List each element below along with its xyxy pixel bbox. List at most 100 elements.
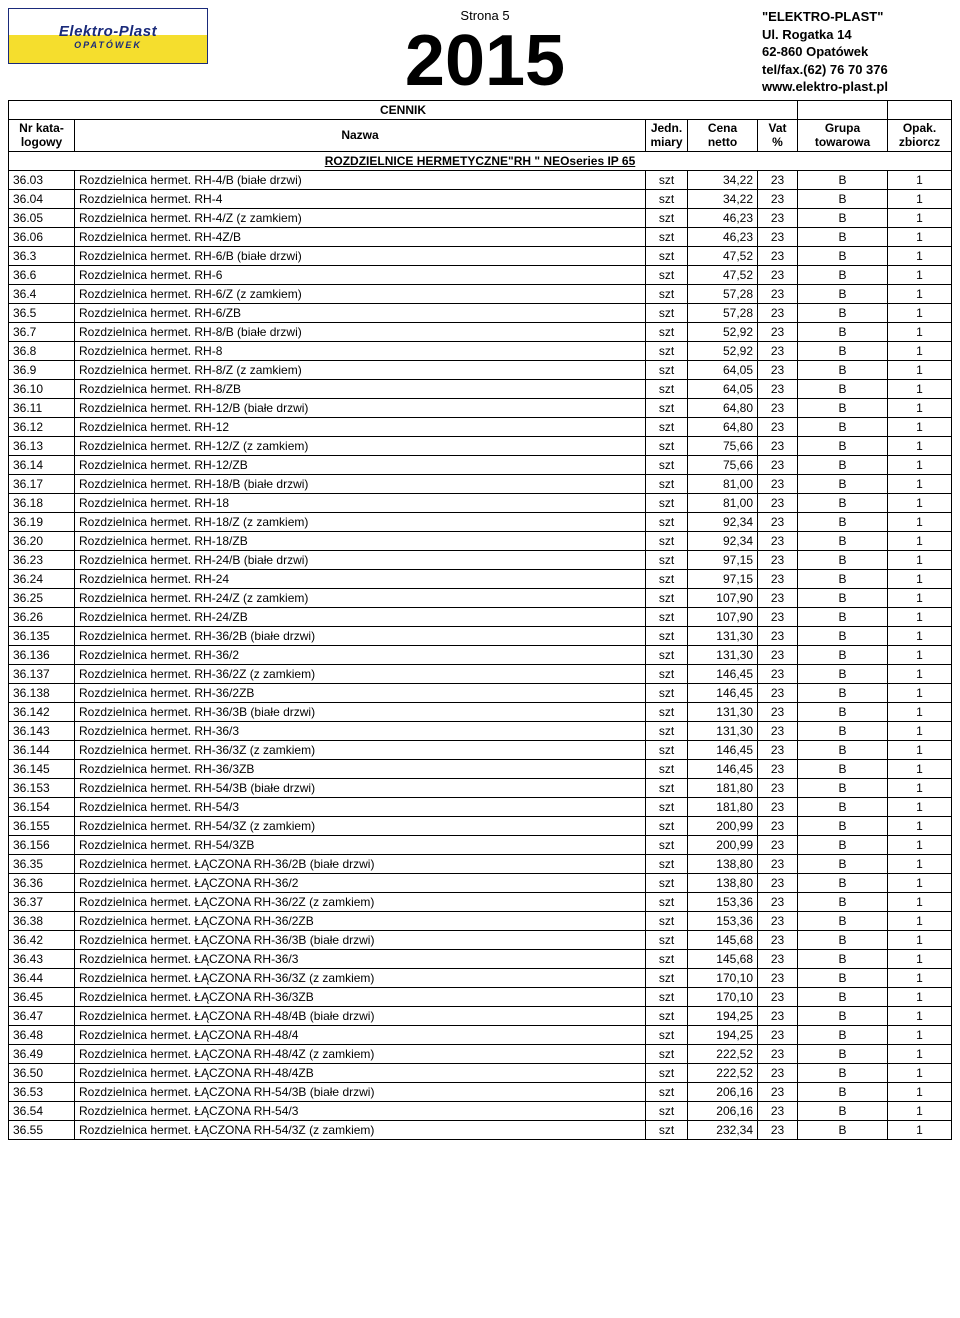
cell-vat: 23 bbox=[758, 380, 798, 399]
cell-vat: 23 bbox=[758, 874, 798, 893]
cell-unit: szt bbox=[646, 912, 688, 931]
cell-group: B bbox=[798, 1121, 888, 1140]
cell-unit: szt bbox=[646, 589, 688, 608]
cell-pack: 1 bbox=[888, 703, 952, 722]
cell-price: 47,52 bbox=[688, 247, 758, 266]
year-heading: 2015 bbox=[208, 29, 762, 94]
company-city: 62-860 Opatówek bbox=[762, 43, 952, 61]
cell-price: 145,68 bbox=[688, 931, 758, 950]
table-row: 36.12Rozdzielnica hermet. RH-12szt64,802… bbox=[9, 418, 952, 437]
cell-name: Rozdzielnica hermet. RH-6/Z (z zamkiem) bbox=[75, 285, 646, 304]
cell-name: Rozdzielnica hermet. RH-36/2ZB bbox=[75, 684, 646, 703]
table-row: 36.43Rozdzielnica hermet. ŁĄCZONA RH-36/… bbox=[9, 950, 952, 969]
cell-kat: 36.54 bbox=[9, 1102, 75, 1121]
cell-vat: 23 bbox=[758, 608, 798, 627]
table-row: 36.44Rozdzielnica hermet. ŁĄCZONA RH-36/… bbox=[9, 969, 952, 988]
table-row: 36.10Rozdzielnica hermet. RH-8/ZBszt64,0… bbox=[9, 380, 952, 399]
cell-pack: 1 bbox=[888, 190, 952, 209]
cell-kat: 36.37 bbox=[9, 893, 75, 912]
table-row: 36.143Rozdzielnica hermet. RH-36/3szt131… bbox=[9, 722, 952, 741]
table-row: 36.37Rozdzielnica hermet. ŁĄCZONA RH-36/… bbox=[9, 893, 952, 912]
company-phone: tel/fax.(62) 76 70 376 bbox=[762, 61, 952, 79]
cell-name: Rozdzielnica hermet. ŁĄCZONA RH-36/3B (b… bbox=[75, 931, 646, 950]
cell-pack: 1 bbox=[888, 323, 952, 342]
cell-vat: 23 bbox=[758, 760, 798, 779]
cell-price: 57,28 bbox=[688, 285, 758, 304]
cell-pack: 1 bbox=[888, 513, 952, 532]
cell-unit: szt bbox=[646, 969, 688, 988]
cell-vat: 23 bbox=[758, 342, 798, 361]
cell-unit: szt bbox=[646, 608, 688, 627]
cell-price: 146,45 bbox=[688, 760, 758, 779]
cell-vat: 23 bbox=[758, 855, 798, 874]
cell-vat: 23 bbox=[758, 741, 798, 760]
col-header-pack: Opak. zbiorcz bbox=[888, 119, 952, 152]
cell-kat: 36.11 bbox=[9, 399, 75, 418]
cell-name: Rozdzielnica hermet. ŁĄCZONA RH-48/4ZB bbox=[75, 1064, 646, 1083]
cell-unit: szt bbox=[646, 1026, 688, 1045]
cell-unit: szt bbox=[646, 703, 688, 722]
logo-sub: OPATÓWEK bbox=[74, 40, 142, 50]
cell-group: B bbox=[798, 209, 888, 228]
cell-unit: szt bbox=[646, 570, 688, 589]
cell-pack: 1 bbox=[888, 418, 952, 437]
table-row: 36.156Rozdzielnica hermet. RH-54/3ZBszt2… bbox=[9, 836, 952, 855]
cell-name: Rozdzielnica hermet. RH-12/Z (z zamkiem) bbox=[75, 437, 646, 456]
cell-name: Rozdzielnica hermet. RH-54/3Z (z zamkiem… bbox=[75, 817, 646, 836]
cell-group: B bbox=[798, 1026, 888, 1045]
table-row: 36.13Rozdzielnica hermet. RH-12/Z (z zam… bbox=[9, 437, 952, 456]
cell-price: 75,66 bbox=[688, 437, 758, 456]
cell-name: Rozdzielnica hermet. RH-54/3ZB bbox=[75, 836, 646, 855]
cell-kat: 36.38 bbox=[9, 912, 75, 931]
cell-price: 222,52 bbox=[688, 1045, 758, 1064]
cell-pack: 1 bbox=[888, 209, 952, 228]
cell-group: B bbox=[798, 342, 888, 361]
cell-pack: 1 bbox=[888, 532, 952, 551]
cell-vat: 23 bbox=[758, 969, 798, 988]
cell-unit: szt bbox=[646, 684, 688, 703]
cell-name: Rozdzielnica hermet. RH-18 bbox=[75, 494, 646, 513]
cell-name: Rozdzielnica hermet. RH-4/Z (z zamkiem) bbox=[75, 209, 646, 228]
cell-name: Rozdzielnica hermet. ŁĄCZONA RH-36/3Z (z… bbox=[75, 969, 646, 988]
cell-unit: szt bbox=[646, 513, 688, 532]
price-table: CENNIK Nr kata- logowy Nazwa Jedn. miary… bbox=[8, 100, 952, 1141]
cell-vat: 23 bbox=[758, 798, 798, 817]
cell-group: B bbox=[798, 494, 888, 513]
cell-unit: szt bbox=[646, 285, 688, 304]
cell-kat: 36.50 bbox=[9, 1064, 75, 1083]
table-row: 36.11Rozdzielnica hermet. RH-12/B (białe… bbox=[9, 399, 952, 418]
cell-unit: szt bbox=[646, 380, 688, 399]
cell-pack: 1 bbox=[888, 1083, 952, 1102]
cell-unit: szt bbox=[646, 893, 688, 912]
cell-vat: 23 bbox=[758, 190, 798, 209]
cell-unit: szt bbox=[646, 247, 688, 266]
cell-kat: 36.44 bbox=[9, 969, 75, 988]
cell-pack: 1 bbox=[888, 855, 952, 874]
company-name: "ELEKTRO-PLAST" bbox=[762, 8, 952, 26]
cell-group: B bbox=[798, 608, 888, 627]
table-row: 36.54Rozdzielnica hermet. ŁĄCZONA RH-54/… bbox=[9, 1102, 952, 1121]
table-row: 36.14Rozdzielnica hermet. RH-12/ZBszt75,… bbox=[9, 456, 952, 475]
cell-pack: 1 bbox=[888, 665, 952, 684]
cell-group: B bbox=[798, 703, 888, 722]
cell-unit: szt bbox=[646, 950, 688, 969]
cell-vat: 23 bbox=[758, 1102, 798, 1121]
cell-pack: 1 bbox=[888, 741, 952, 760]
cell-kat: 36.36 bbox=[9, 874, 75, 893]
cell-vat: 23 bbox=[758, 418, 798, 437]
cell-price: 181,80 bbox=[688, 798, 758, 817]
cell-vat: 23 bbox=[758, 513, 798, 532]
table-row: 36.155Rozdzielnica hermet. RH-54/3Z (z z… bbox=[9, 817, 952, 836]
cell-kat: 36.43 bbox=[9, 950, 75, 969]
table-row: 36.9Rozdzielnica hermet. RH-8/Z (z zamki… bbox=[9, 361, 952, 380]
cell-vat: 23 bbox=[758, 266, 798, 285]
cell-name: Rozdzielnica hermet. ŁĄCZONA RH-36/3ZB bbox=[75, 988, 646, 1007]
cell-group: B bbox=[798, 855, 888, 874]
cell-pack: 1 bbox=[888, 589, 952, 608]
cell-price: 194,25 bbox=[688, 1007, 758, 1026]
cell-kat: 36.49 bbox=[9, 1045, 75, 1064]
cell-name: Rozdzielnica hermet. ŁĄCZONA RH-36/2B (b… bbox=[75, 855, 646, 874]
cell-kat: 36.14 bbox=[9, 456, 75, 475]
cell-unit: szt bbox=[646, 779, 688, 798]
cell-price: 145,68 bbox=[688, 950, 758, 969]
